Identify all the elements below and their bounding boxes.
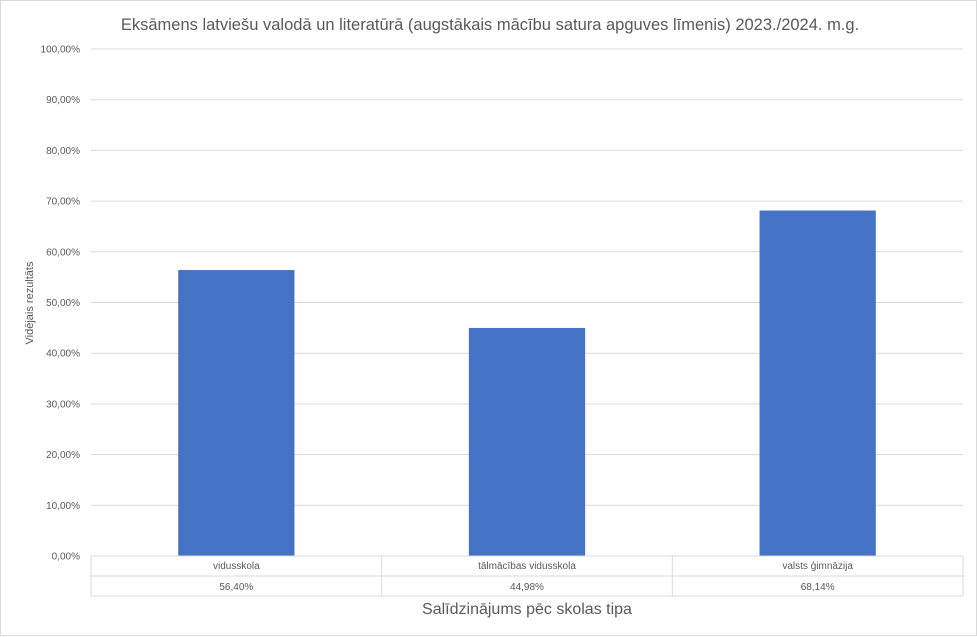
y-axis-ticks: 0,00% 10,00% 20,00% 30,00% 40,00% 50,00% 60,00…	[41, 45, 81, 563]
y-tick-label: 40,00%	[46, 349, 80, 360]
category-label: tālmācības vidusskola	[478, 561, 576, 572]
category-label: valsts ģimnāzija	[782, 559, 853, 572]
value-label: 44,98%	[510, 582, 544, 593]
bar	[759, 210, 876, 556]
y-tick-label: 50,00%	[46, 298, 80, 309]
bars	[178, 210, 876, 556]
y-tick-label: 80,00%	[46, 146, 80, 157]
bar	[178, 270, 295, 556]
y-tick-label: 90,00%	[46, 95, 80, 106]
x-axis-label: Salīdzinājums pēc skolas tipa	[422, 601, 632, 618]
y-tick-label: 70,00%	[46, 197, 80, 208]
y-tick-label: 10,00%	[46, 501, 80, 512]
y-tick-label: 20,00%	[46, 450, 80, 461]
y-tick-label: 30,00%	[46, 399, 80, 410]
data-table: vidusskola 56,40% tālmācības vidusskola 44,…	[90, 555, 964, 597]
value-label: 56,40%	[219, 582, 253, 593]
y-axis-label: Vidējais rezultāts	[24, 261, 36, 344]
value-label: 68,14%	[801, 582, 835, 593]
y-tick-label: 0,00%	[52, 552, 80, 563]
y-tick-label: 60,00%	[46, 247, 80, 258]
y-tick-label: 100,00%	[41, 45, 81, 56]
category-label: vidusskola	[213, 561, 260, 572]
bar	[468, 327, 586, 556]
chart-title: Eksāmens latviešu valodā un literatūrā (…	[121, 16, 859, 34]
